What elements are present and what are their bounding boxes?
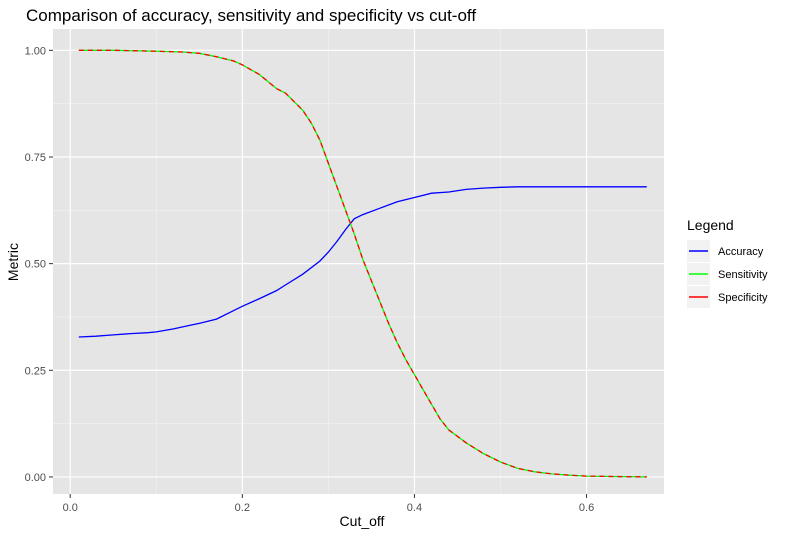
legend-label-specificity: Specificity bbox=[718, 292, 768, 304]
x-tick-label: 0.6 bbox=[579, 502, 594, 514]
y-tick-label: 1.00 bbox=[25, 45, 46, 57]
plot-panel bbox=[53, 29, 664, 494]
x-tick-label: 0.4 bbox=[407, 502, 422, 514]
x-tick-label: 0.2 bbox=[235, 502, 250, 514]
y-tick-label: 0.25 bbox=[25, 365, 46, 377]
y-tick-label: 0.50 bbox=[25, 259, 46, 271]
series-line-accuracy bbox=[78, 186, 647, 338]
grid-lines bbox=[53, 29, 664, 494]
plot-background bbox=[53, 29, 664, 494]
y-tick-label: 0.75 bbox=[25, 152, 46, 164]
y-axis-label: Metric bbox=[5, 243, 21, 281]
legend: Legend Accuracy Sensitivity Specificity bbox=[687, 217, 768, 308]
legend-label-sensitivity: Sensitivity bbox=[718, 269, 768, 281]
y-tick-label: 0.00 bbox=[25, 472, 46, 484]
series-lines bbox=[78, 49, 647, 478]
chart-title: Comparison of accuracy, sensitivity and … bbox=[26, 6, 476, 25]
x-tick-label: 0.0 bbox=[63, 502, 78, 514]
legend-label-accuracy: Accuracy bbox=[718, 246, 764, 258]
x-axis-label: Cut_off bbox=[340, 513, 385, 529]
legend-title: Legend bbox=[687, 217, 734, 233]
axes: 0.0 0.2 0.4 0.6 0.00 0.25 0.50 0.75 1.00 bbox=[25, 45, 595, 514]
series-line-specificity bbox=[78, 49, 647, 478]
